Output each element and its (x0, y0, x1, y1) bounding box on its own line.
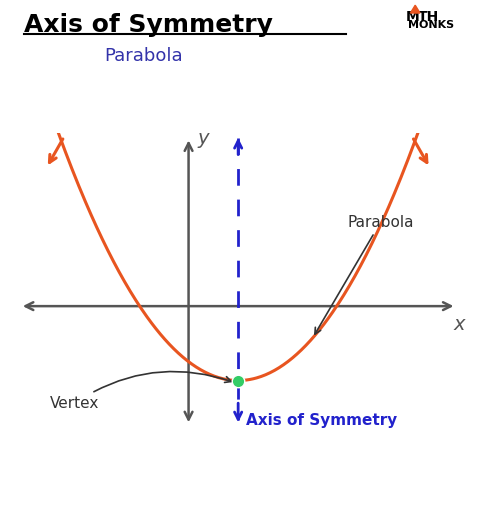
Text: TH: TH (418, 10, 439, 24)
Text: Axis of Symmetry: Axis of Symmetry (246, 413, 397, 428)
Text: Parabola: Parabola (315, 215, 414, 334)
Text: Axis of Symmetry: Axis of Symmetry (24, 13, 273, 37)
Text: M: M (406, 10, 420, 24)
Text: Vertex: Vertex (50, 371, 231, 411)
Text: y: y (197, 129, 209, 148)
Text: Parabola: Parabola (105, 47, 183, 65)
Text: x: x (453, 315, 465, 334)
Text: MONKS: MONKS (408, 20, 454, 30)
